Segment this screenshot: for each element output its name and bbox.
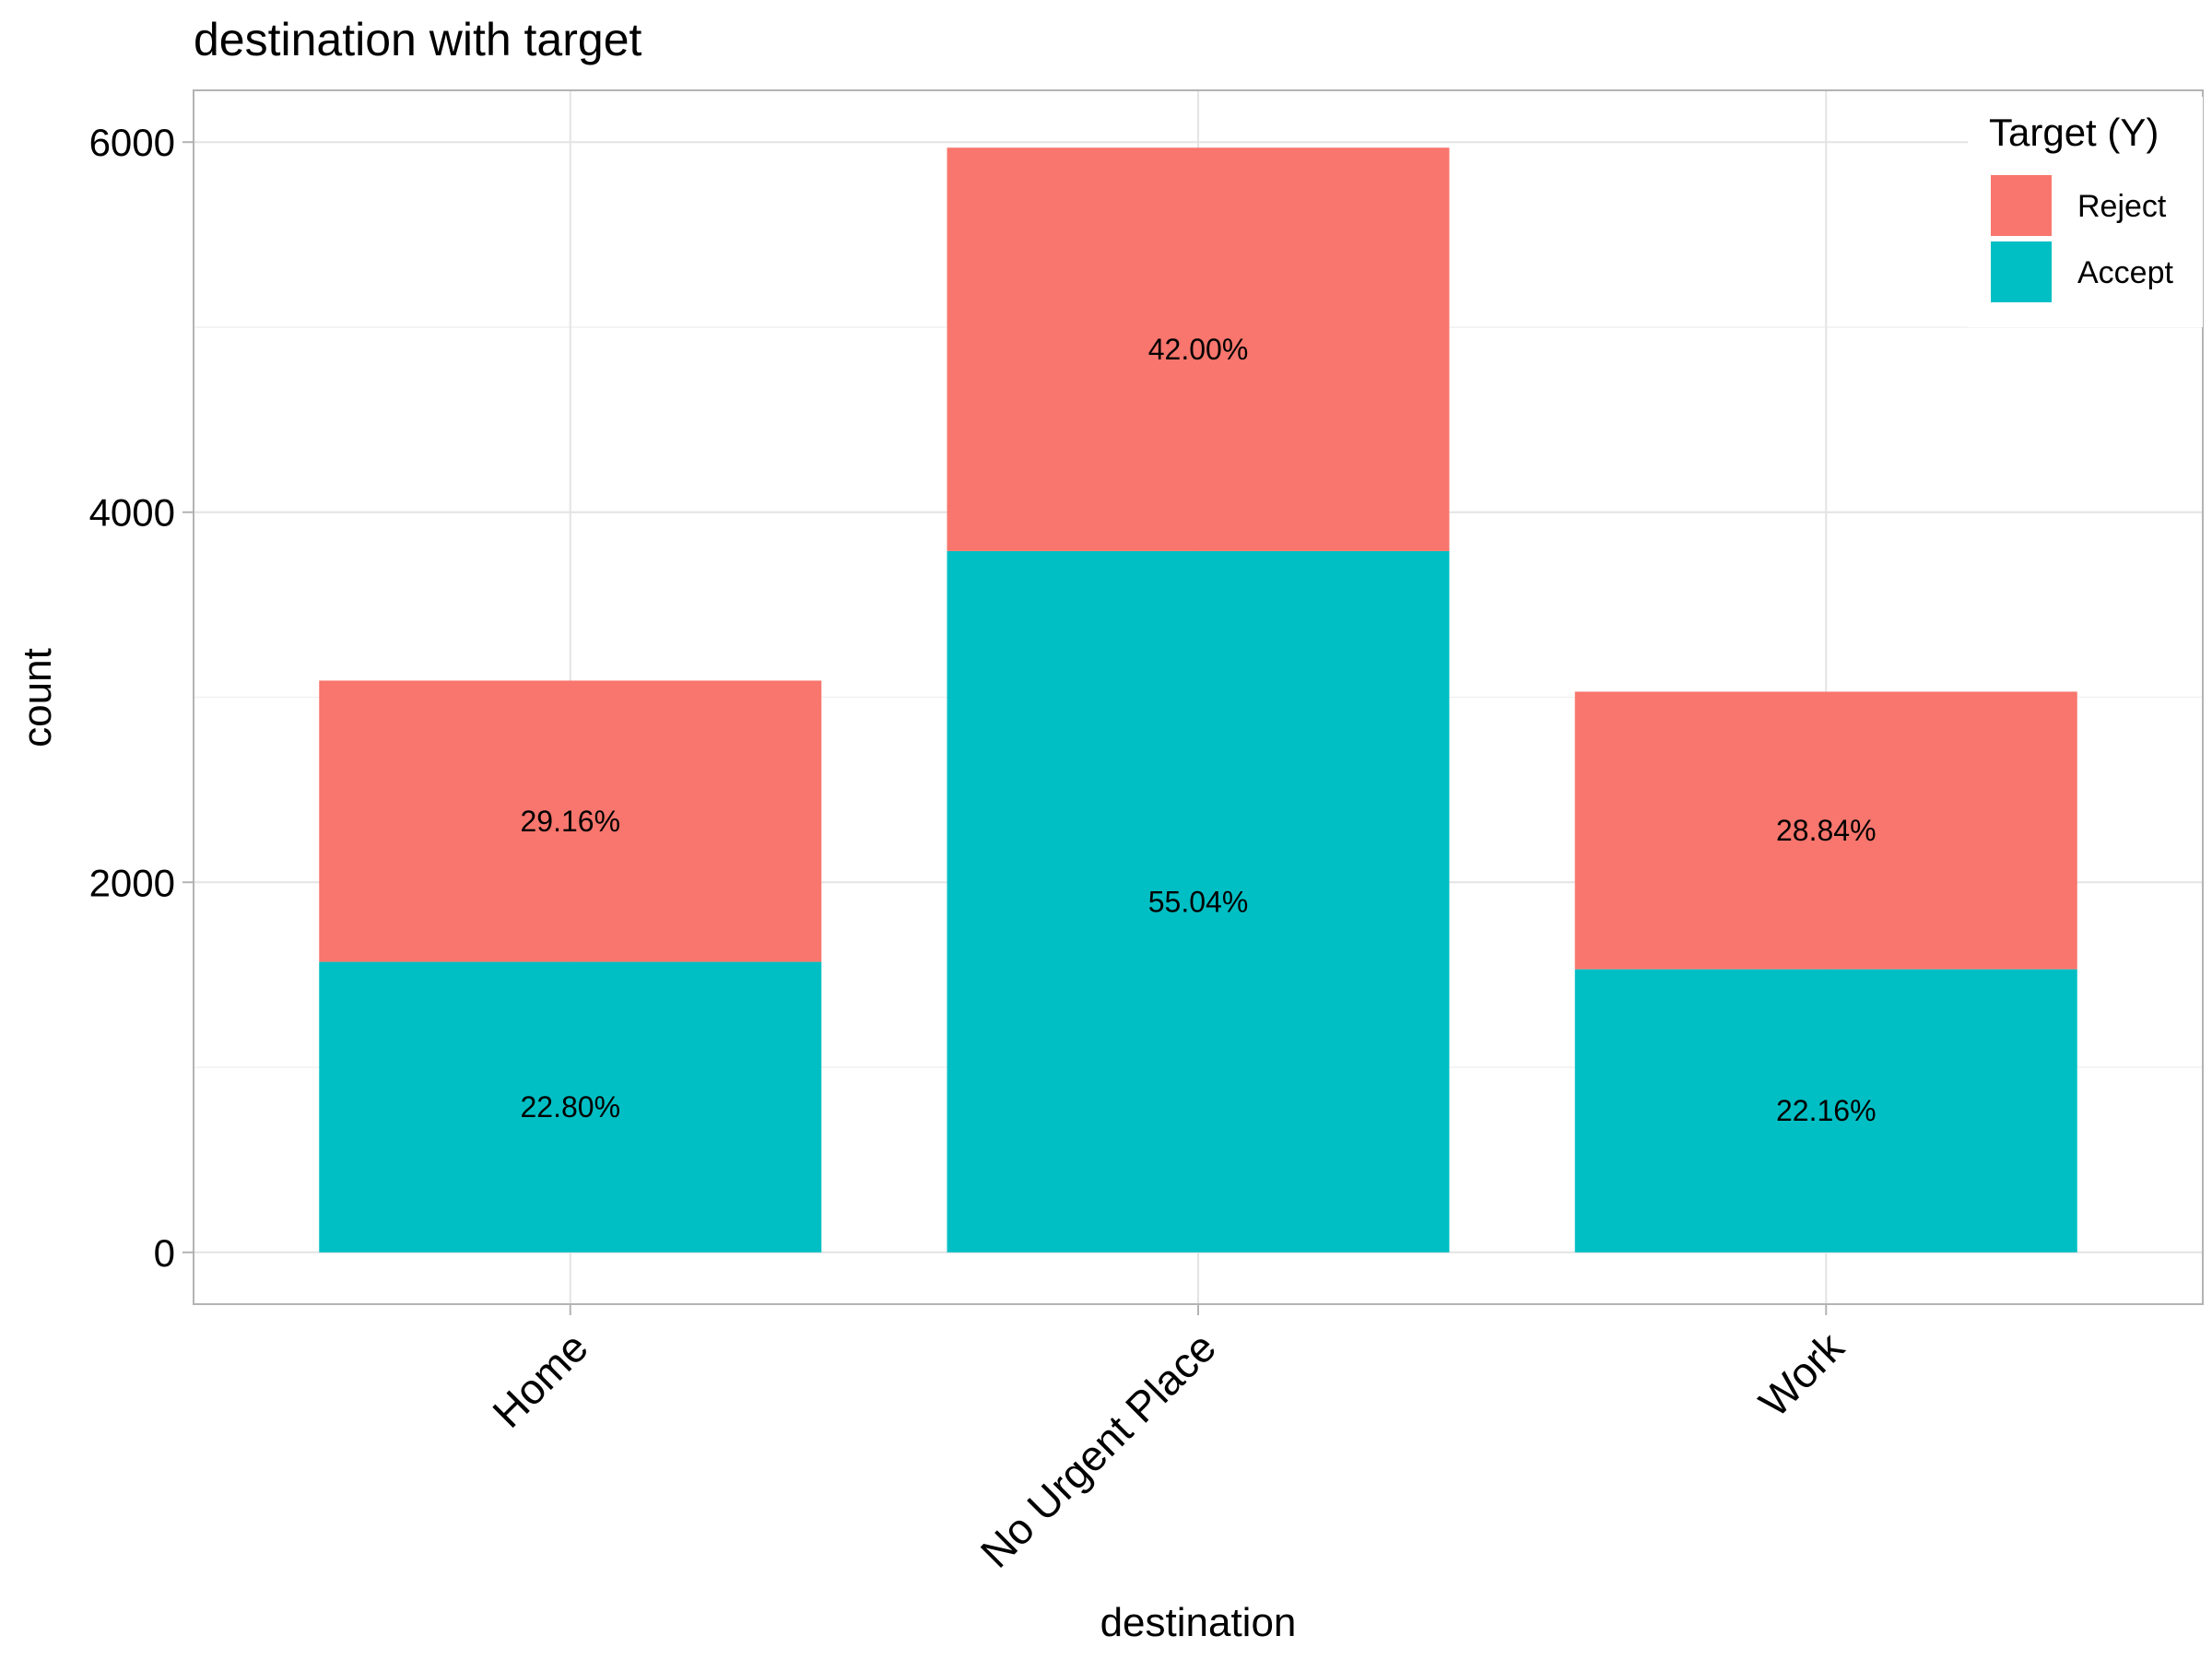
bar-accept — [947, 550, 1450, 1253]
data-label: 28.84% — [1776, 814, 1877, 847]
data-label: 22.16% — [1776, 1094, 1877, 1127]
chart-title: destination with target — [194, 14, 642, 65]
legend-title: Target (Y) — [1989, 111, 2159, 154]
legend: Target (Y) Reject Accept — [1968, 97, 2203, 327]
y-tick-label: 0 — [154, 1231, 175, 1275]
data-label: 55.04% — [1148, 885, 1249, 918]
data-labels: 22.80% 29.16% 55.04% 42.00% 22.16% 28.84% — [520, 333, 1876, 1127]
legend-label: Reject — [2077, 189, 2167, 224]
x-axis: Home No Urgent Place Work — [483, 1304, 1853, 1577]
legend-items: Reject Accept — [1991, 175, 2173, 302]
x-tick-label: Home — [483, 1323, 597, 1437]
bar-accept — [319, 961, 822, 1253]
y-tick-label: 6000 — [89, 121, 175, 164]
y-tick-label: 2000 — [89, 861, 175, 904]
y-tick-label: 4000 — [89, 491, 175, 535]
legend-key-accept — [1991, 241, 2052, 302]
x-axis-title: destination — [1100, 1600, 1297, 1645]
legend-label: Accept — [2077, 255, 2173, 290]
x-tick-label: Work — [1749, 1323, 1853, 1427]
bar-accept — [1574, 969, 2077, 1253]
y-axis: 0 2000 4000 6000 — [89, 121, 194, 1275]
bar-reject — [319, 680, 822, 962]
y-axis-title: count — [15, 648, 60, 747]
data-label: 22.80% — [520, 1090, 620, 1124]
data-label: 29.16% — [520, 805, 620, 838]
legend-key-reject — [1991, 175, 2052, 236]
bars — [319, 147, 2077, 1253]
x-tick-label: No Urgent Place — [971, 1323, 1225, 1576]
bar-reject — [947, 147, 1450, 551]
bar-reject — [1574, 691, 2077, 970]
data-label: 42.00% — [1148, 333, 1249, 366]
